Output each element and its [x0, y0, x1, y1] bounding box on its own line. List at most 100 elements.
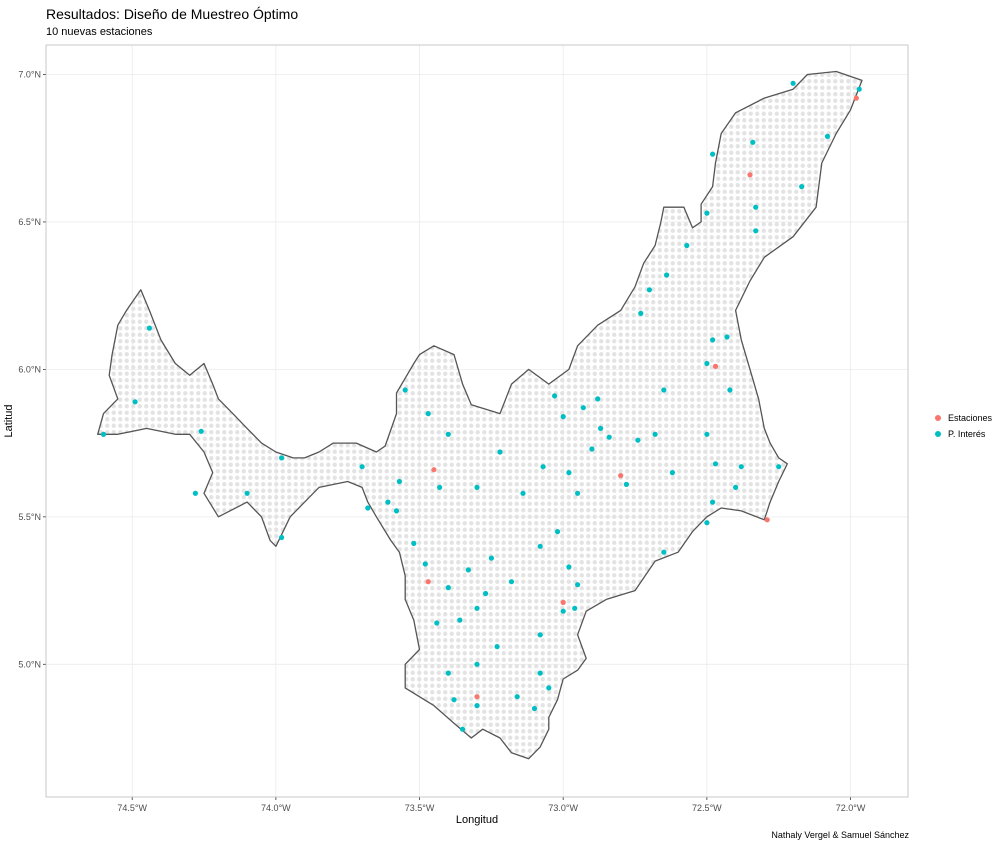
point-interes	[465, 567, 471, 573]
point-interes	[279, 534, 285, 541]
panel-border	[45, 44, 909, 798]
point-interes	[460, 726, 466, 732]
point-interes	[425, 411, 431, 417]
point-interes	[598, 425, 604, 431]
point-interes	[537, 670, 543, 676]
point-interes	[750, 139, 756, 145]
x-tick-label: 73.5°W	[405, 803, 435, 813]
x-tick-label: 72.5°W	[692, 803, 722, 813]
point-interes	[856, 86, 862, 92]
point-interes	[710, 337, 716, 343]
point-interes	[595, 396, 601, 402]
point-interes	[411, 540, 417, 547]
legend-dot-interes	[935, 431, 941, 437]
prediction-grid	[97, 71, 862, 759]
point-interes	[799, 184, 805, 190]
point-interes	[393, 508, 400, 514]
legend-label-estaciones: Estaciones	[948, 413, 993, 423]
point-interes	[192, 490, 198, 496]
point-interes	[474, 484, 480, 490]
point-interes	[575, 582, 581, 588]
point-interes	[457, 617, 463, 623]
point-interes	[646, 287, 653, 293]
point-interes	[652, 431, 658, 437]
chart-subtitle: 10 nuevas estaciones	[46, 26, 153, 38]
point-interes	[566, 564, 572, 570]
point-estacion	[712, 363, 719, 369]
point-interes	[684, 242, 690, 249]
point-interes	[704, 210, 710, 216]
point-interes	[520, 490, 526, 496]
x-tick-label: 74.5°W	[117, 803, 147, 813]
point-estacion	[560, 599, 566, 606]
point-interes	[580, 405, 586, 411]
department-outline	[97, 70, 863, 760]
point-estacion	[474, 694, 480, 700]
point-estacion	[747, 172, 753, 178]
y-tick-label: 5.5°N	[18, 512, 41, 522]
point-interes	[451, 697, 457, 703]
point-interes	[572, 605, 578, 611]
point-interes	[727, 387, 733, 393]
caption: Nathaly Vergel & Samuel Sánchez	[771, 830, 909, 840]
point-interes	[552, 393, 558, 399]
point-interes	[474, 605, 480, 611]
point-interes	[776, 464, 782, 470]
point-interes	[497, 449, 503, 455]
interpolation-grid-layer	[97, 71, 862, 759]
point-interes	[437, 484, 443, 490]
x-tick-label: 74.0°W	[261, 803, 291, 813]
point-interes	[445, 431, 451, 437]
point-interes	[753, 228, 759, 234]
point-interes	[623, 481, 630, 487]
legend-item-interes: P. Interés	[930, 426, 992, 442]
point-interes	[508, 579, 515, 585]
point-interes	[244, 490, 250, 496]
y-axis-label: Latitud	[3, 404, 15, 437]
point-interes	[661, 549, 667, 555]
point-interes	[710, 499, 716, 505]
region-layer	[97, 70, 863, 760]
point-interes	[560, 414, 566, 420]
point-estacion	[425, 579, 431, 585]
point-interes	[704, 360, 710, 367]
point-interes	[606, 434, 612, 440]
point-interes	[422, 561, 428, 567]
point-interes	[824, 133, 831, 139]
point-interes	[434, 620, 440, 626]
point-estacion	[618, 473, 624, 479]
point-interes	[396, 478, 402, 485]
point-interes	[554, 529, 561, 535]
point-interes	[445, 670, 451, 676]
point-interes	[635, 437, 641, 443]
legend-label-interes: P. Interés	[948, 429, 986, 439]
point-interes	[712, 461, 719, 467]
point-interes	[474, 661, 480, 667]
point-interes	[724, 334, 730, 340]
point-interes	[704, 520, 710, 526]
point-interes	[575, 490, 581, 496]
x-axis-label: Longitud	[456, 814, 498, 826]
legend: Estaciones P. Interés	[930, 410, 992, 442]
point-interes	[132, 399, 138, 405]
point-interes	[483, 590, 489, 597]
chart-title: Resultados: Diseño de Muestreo Óptimo	[46, 6, 299, 22]
point-interes	[710, 151, 716, 157]
legend-item-estaciones: Estaciones	[930, 410, 992, 426]
point-interes	[531, 705, 538, 712]
point-estacion	[764, 517, 770, 523]
point-interes	[704, 431, 710, 437]
point-estacion	[853, 95, 859, 101]
point-interes	[753, 204, 759, 210]
y-tick-label: 7.0°N	[18, 69, 41, 79]
point-interes	[445, 585, 451, 591]
point-interes	[589, 446, 595, 452]
point-interes	[664, 272, 670, 278]
point-interes	[537, 632, 543, 638]
point-interes	[146, 325, 152, 331]
y-tick-label: 5.0°N	[18, 659, 41, 669]
point-interes	[738, 464, 744, 470]
point-interes	[494, 644, 500, 650]
y-tick-label: 6.0°N	[18, 364, 41, 374]
point-interes	[661, 387, 667, 393]
